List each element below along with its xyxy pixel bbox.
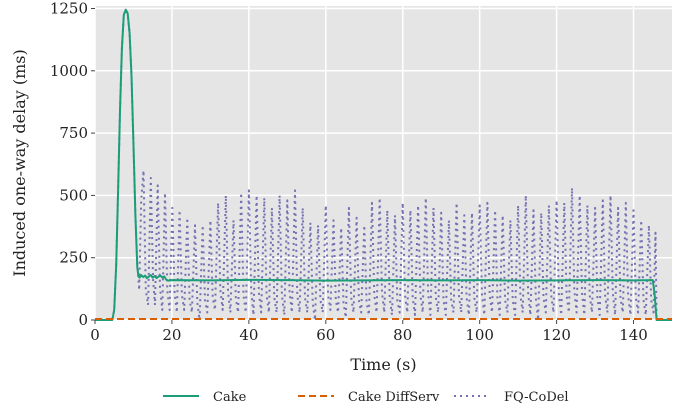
y-axis-ticks: 0 250 500 750 1000 1250 [50, 0, 95, 329]
y-tick-label: 1000 [50, 62, 88, 80]
grid [94, 6, 672, 321]
legend-item: FQ-CoDel [454, 390, 569, 405]
y-tick-label: 250 [59, 249, 88, 267]
x-tick-label: 140 [619, 326, 648, 344]
series-layer [95, 8, 672, 321]
legend-label: FQ-CoDel [504, 390, 569, 405]
y-axis-label: Induced one-way delay (ms) [10, 49, 29, 276]
series-line-fq-codel [95, 8, 672, 321]
y-tick-label: 500 [59, 186, 88, 204]
y-tick-label: 750 [59, 124, 88, 142]
x-tick-label: 80 [393, 326, 412, 344]
legend-item: Cake DiffServ [298, 390, 440, 405]
legend: Cake Cake DiffServ FQ-CoDel [163, 390, 569, 405]
plot-background [95, 6, 672, 320]
legend-label: Cake DiffServ [348, 390, 440, 405]
x-tick-label: 20 [162, 326, 181, 344]
x-tick-label: 0 [90, 326, 100, 344]
x-axis-label: Time (s) [350, 355, 416, 374]
y-tick-label: 0 [78, 311, 88, 329]
series-line-cake [95, 8, 672, 321]
x-tick-label: 120 [542, 326, 571, 344]
x-tick-label: 60 [316, 326, 335, 344]
legend-item: Cake [163, 390, 247, 405]
x-tick-label: 40 [239, 326, 258, 344]
legend-label: Cake [213, 390, 247, 405]
y-tick-label: 1250 [50, 0, 88, 17]
x-axis-ticks: 0 20 40 60 80 100 120 140 [90, 320, 648, 344]
x-tick-label: 100 [465, 326, 494, 344]
